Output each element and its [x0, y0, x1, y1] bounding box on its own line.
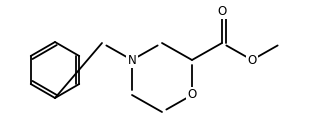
Text: O: O [247, 53, 257, 66]
Text: N: N [128, 53, 136, 66]
Text: O: O [217, 5, 227, 18]
Text: O: O [188, 88, 196, 101]
